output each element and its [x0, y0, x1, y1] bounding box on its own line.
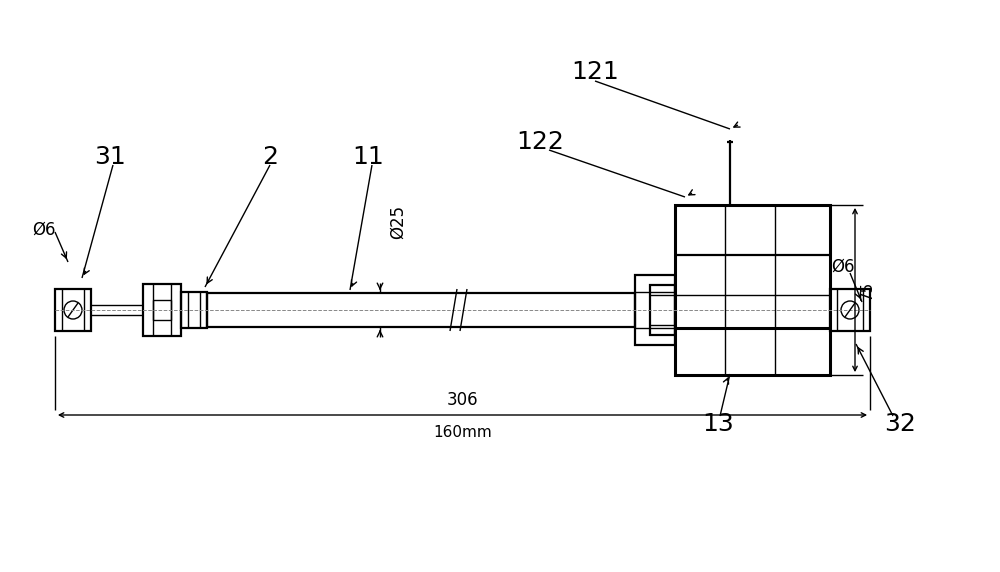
Text: 122: 122	[516, 130, 564, 154]
Bar	[143, 284, 181, 336]
Bar	[181, 292, 207, 328]
Text: Ø25: Ø25	[389, 205, 407, 239]
Bar	[55, 289, 91, 331]
Bar	[207, 293, 635, 327]
Text: Ø6: Ø6	[32, 221, 56, 239]
Text: Ø6: Ø6	[831, 258, 855, 276]
Bar	[153, 300, 171, 320]
Bar	[650, 285, 675, 335]
Text: 11: 11	[352, 145, 384, 169]
Text: 31: 31	[94, 145, 126, 169]
Bar	[635, 275, 675, 345]
Text: 160mm: 160mm	[433, 425, 492, 440]
Text: 306: 306	[447, 391, 478, 409]
Text: 75: 75	[860, 280, 875, 300]
Bar	[830, 289, 870, 331]
Text: 121: 121	[571, 60, 619, 84]
Text: 13: 13	[702, 412, 734, 436]
Text: 32: 32	[884, 412, 916, 436]
Text: 2: 2	[262, 145, 278, 169]
Bar	[675, 205, 830, 375]
